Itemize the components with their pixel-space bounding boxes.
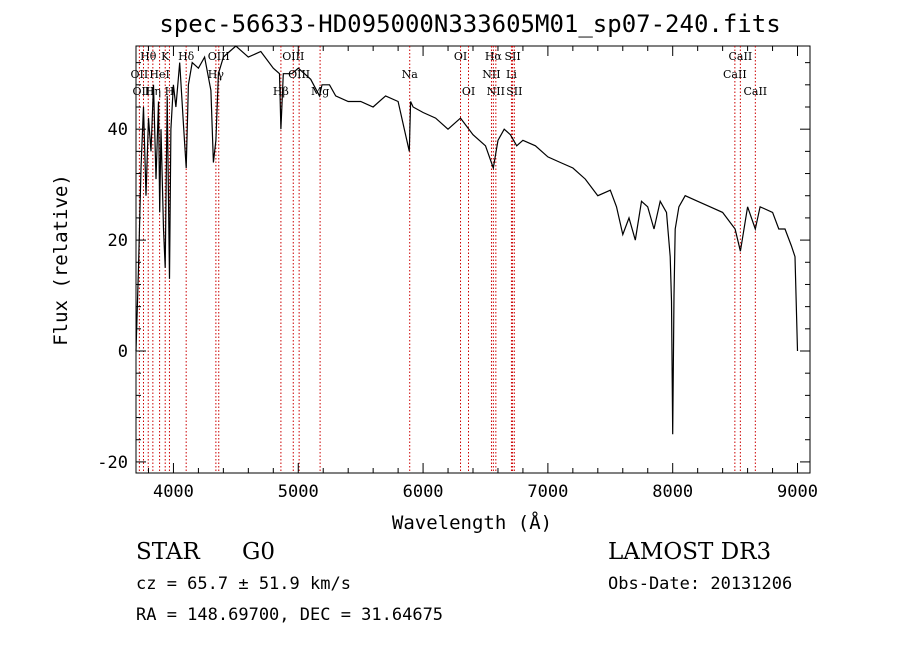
y-tick-label: 0: [118, 342, 128, 362]
line-marker-label: OIII: [282, 50, 304, 63]
line-marker-label: Hβ: [273, 85, 289, 98]
line-marker-label: CaII: [723, 68, 747, 81]
x-tick-label: 5000: [278, 482, 319, 502]
plot-frame: [135, 45, 811, 474]
line-marker-label: NII: [487, 85, 505, 98]
line-marker-label: OIII: [208, 50, 230, 63]
line-marker-label: CaII: [729, 50, 753, 63]
y-axis-label: Flux (relative): [50, 174, 72, 346]
x-axis: 4000 5000 6000 7000 8000 9000: [147, 46, 818, 502]
line-marker-label: Hγ: [208, 68, 225, 81]
line-marker-label: Hα: [485, 50, 503, 63]
line-marker-label: SII: [506, 85, 522, 98]
redshift-value: cz = 65.7 ± 51.9 km/s: [136, 574, 351, 594]
line-marker-label: Na: [402, 68, 419, 81]
line-marker-label: Li: [506, 68, 517, 81]
line-marker-label: SII: [504, 50, 520, 63]
y-axis: -20 0 20 40: [97, 62, 810, 473]
y-tick-label: -20: [97, 453, 128, 473]
y-tick-label: 20: [108, 231, 128, 251]
x-tick-label: 8000: [652, 482, 693, 502]
coordinates: RA = 148.69700, DEC = 31.64675: [136, 605, 443, 625]
x-tick-label: 9000: [777, 482, 818, 502]
line-marker-label: Hθ: [140, 50, 157, 63]
object-class: STAR: [136, 539, 200, 565]
x-tick-label: 7000: [527, 482, 568, 502]
x-tick-label: 4000: [153, 482, 194, 502]
y-tick-label: 40: [108, 120, 128, 140]
line-marker-label: OI: [462, 85, 475, 98]
line-marker-label: OI: [454, 50, 467, 63]
line-marker-label: Hδ: [178, 50, 195, 63]
spectrum-line: [135, 45, 799, 435]
line-marker-label: OIII: [132, 85, 154, 98]
x-axis-label: Wavelength (Å): [392, 511, 552, 534]
line-marker-label: H: [165, 85, 175, 98]
line-marker-label: K: [161, 50, 170, 63]
line-marker-label: NII: [482, 68, 500, 81]
line-marker-label: CaII: [743, 85, 767, 98]
object-subclass: G0: [242, 539, 275, 565]
x-tick-label: 6000: [403, 482, 444, 502]
survey-name: LAMOST DR3: [608, 539, 771, 565]
line-marker-label: HeI: [149, 68, 169, 81]
line-marker-label: OII: [131, 68, 149, 81]
line-marker-label: OIII: [288, 68, 310, 81]
observation-date: Obs-Date: 20131206: [608, 574, 792, 594]
emission-line-markers: [138, 46, 756, 473]
chart-title: spec-56633-HD095000N333605M01_sp07-240.f…: [159, 10, 780, 38]
